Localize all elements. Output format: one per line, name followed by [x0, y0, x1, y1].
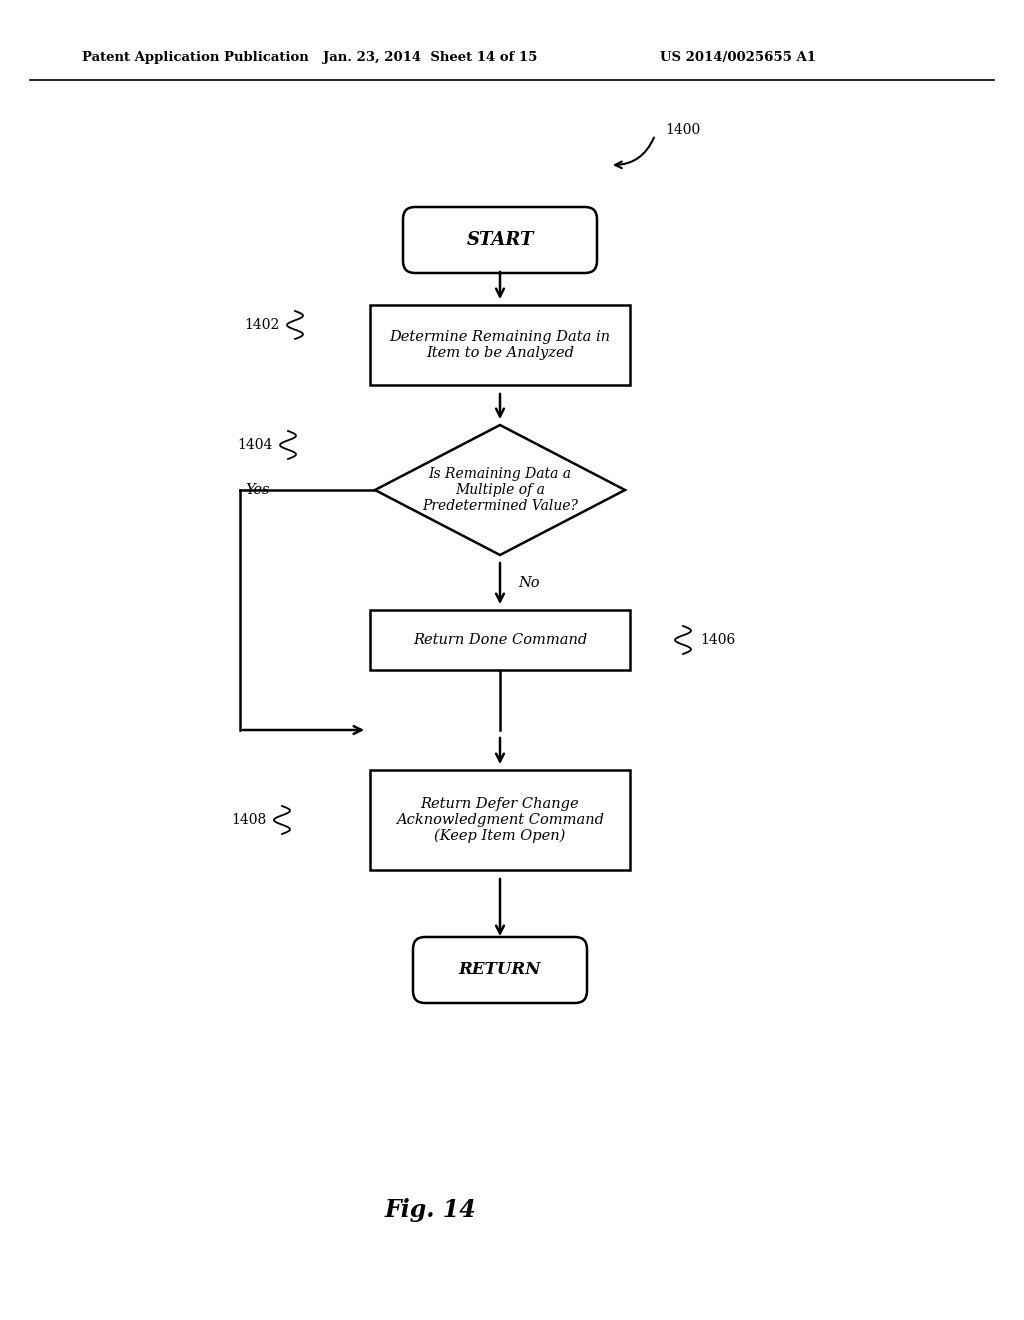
Text: START: START [466, 231, 534, 249]
FancyBboxPatch shape [370, 610, 630, 671]
Text: 1404: 1404 [238, 438, 273, 451]
Text: No: No [518, 576, 540, 590]
Text: Return Done Command: Return Done Command [413, 634, 587, 647]
Text: 1402: 1402 [245, 318, 280, 333]
Text: Yes: Yes [245, 483, 269, 498]
FancyBboxPatch shape [413, 937, 587, 1003]
Text: US 2014/0025655 A1: US 2014/0025655 A1 [660, 51, 816, 65]
Text: Jan. 23, 2014  Sheet 14 of 15: Jan. 23, 2014 Sheet 14 of 15 [323, 51, 538, 65]
Text: RETURN: RETURN [459, 961, 542, 978]
Text: Determine Remaining Data in
Item to be Analyzed: Determine Remaining Data in Item to be A… [389, 330, 610, 360]
FancyBboxPatch shape [370, 770, 630, 870]
Text: 1406: 1406 [700, 634, 735, 647]
Polygon shape [375, 425, 625, 554]
FancyBboxPatch shape [403, 207, 597, 273]
Text: Fig. 14: Fig. 14 [384, 1199, 476, 1222]
Text: Patent Application Publication: Patent Application Publication [82, 51, 309, 65]
Text: 1408: 1408 [231, 813, 267, 828]
FancyBboxPatch shape [370, 305, 630, 385]
Text: Return Defer Change
Acknowledgment Command
(Keep Item Open): Return Defer Change Acknowledgment Comma… [396, 796, 604, 843]
Text: Is Remaining Data a
Multiple of a
Predetermined Value?: Is Remaining Data a Multiple of a Predet… [422, 467, 578, 513]
Text: 1400: 1400 [665, 123, 700, 137]
